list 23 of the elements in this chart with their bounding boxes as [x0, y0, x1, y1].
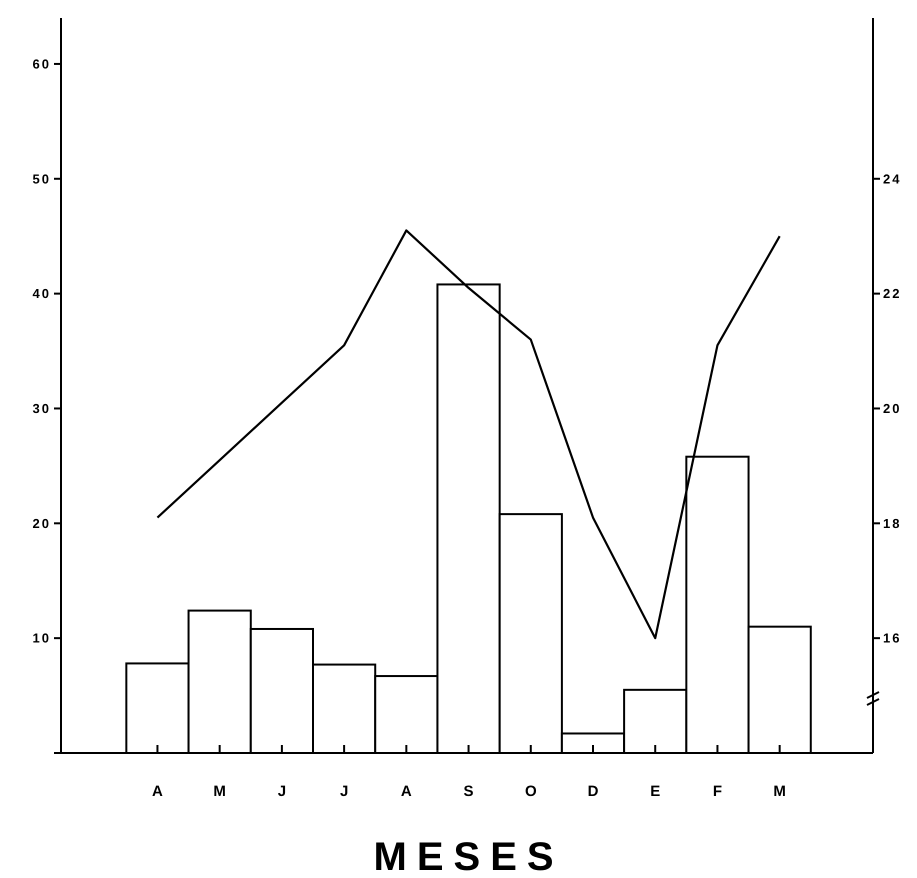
x-tick-label: M [773, 783, 786, 800]
y2-tick-label: 18 [883, 516, 902, 531]
y-tick-label: 10 [32, 630, 51, 646]
x-tick-label: A [400, 783, 412, 800]
y-tick-label: 20 [32, 516, 51, 531]
x-tick-label: S [464, 783, 474, 800]
x-tick-label: J [340, 783, 348, 800]
x-tick-label: F [712, 783, 722, 800]
x-tick-label: J [278, 783, 286, 800]
y2-tick-label: 22 [883, 286, 902, 302]
x-tick-label: A [152, 783, 164, 800]
x-tick-label: E [650, 783, 660, 800]
y-tick-label: 50 [32, 171, 51, 186]
x-tick-label: M [213, 783, 226, 800]
x-tick-label: D [588, 783, 599, 800]
y2-tick-label: 20 [883, 401, 902, 416]
x-tick-label: O [524, 783, 537, 800]
y-tick-label: 40 [32, 286, 51, 302]
x-axis-title: MESES [374, 835, 564, 878]
y-tick-label: 60 [32, 56, 51, 72]
y2-tick-label: 24 [883, 171, 902, 186]
y2-tick-label: 16 [883, 630, 902, 646]
y-tick-label: 30 [32, 401, 51, 416]
